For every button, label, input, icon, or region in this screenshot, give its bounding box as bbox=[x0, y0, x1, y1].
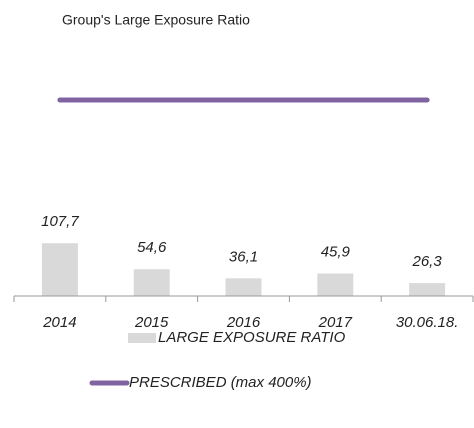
data-label: 26,3 bbox=[411, 253, 442, 270]
x-tick-label: 2014 bbox=[42, 314, 76, 331]
bar bbox=[317, 273, 354, 296]
bar bbox=[133, 269, 170, 296]
legend-swatch bbox=[128, 333, 156, 343]
data-label: 45,9 bbox=[321, 243, 351, 260]
bar bbox=[225, 278, 262, 296]
data-label: 36,1 bbox=[229, 248, 258, 265]
legend-label: PRESCRIBED (max 400%) bbox=[129, 374, 312, 391]
bar bbox=[409, 283, 446, 296]
x-tick-label: 2017 bbox=[318, 314, 353, 331]
legend-label: LARGE EXPOSURE RATIO bbox=[158, 329, 346, 346]
data-label: 107,7 bbox=[41, 213, 79, 230]
chart-title: Group's Large Exposure Ratio bbox=[62, 12, 250, 28]
x-tick-label: 2016 bbox=[226, 314, 261, 331]
x-tick-label: 2015 bbox=[134, 314, 169, 331]
bar bbox=[41, 243, 78, 296]
data-label: 54,6 bbox=[137, 239, 167, 256]
x-tick-label: 30.06.18. bbox=[396, 314, 459, 331]
